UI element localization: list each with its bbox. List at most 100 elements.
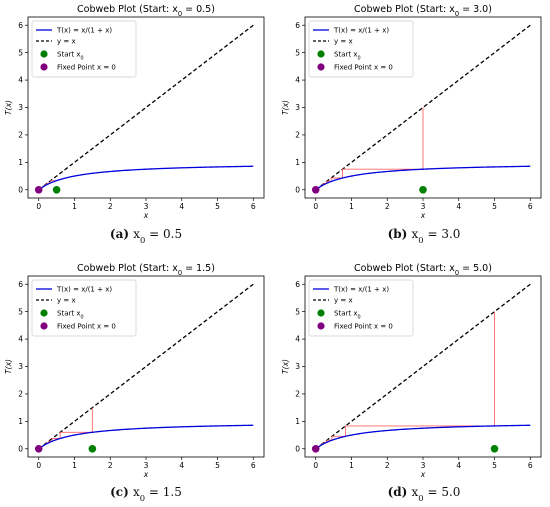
series-line-map: [38, 165, 254, 191]
legend-swatch-fixed: [317, 63, 325, 71]
legend: T(x) = x/(1 + x) y = x Start x0 Fixed Point…: [308, 279, 414, 337]
x-tick-label: 3: [421, 461, 426, 470]
y-tick-label: 1: [18, 417, 23, 426]
legend: T(x) = x/(1 + x) y = x Start x0 Fixed Point…: [308, 20, 414, 78]
y-tick-label: 3: [295, 103, 300, 112]
y-tick-label: 2: [18, 390, 23, 399]
y-tick-label: 3: [18, 103, 23, 112]
legend-swatch-start: [40, 50, 48, 58]
legend-label: T(x) = x/(1 + x): [56, 286, 112, 294]
panel-caption: (c) x0 = 1.5: [110, 485, 182, 503]
cobweb-path: [321, 311, 495, 445]
x-tick-label: 6: [528, 461, 533, 470]
legend-label: y = x: [334, 297, 353, 305]
y-tick-label: 6: [18, 21, 23, 30]
y-tick-label: 2: [295, 390, 300, 399]
plot-area: [38, 283, 254, 450]
chart-panel-4: Cobweb Plot (Start: x0 = 5.0) 0 1 2 3 4 5 6 0 1 2 3…: [281, 263, 542, 503]
y-tick-label: 3: [18, 362, 23, 371]
x-tick-label: 0: [36, 461, 41, 470]
start-point-marker: [419, 185, 427, 194]
y-tick-label: 2: [18, 131, 23, 140]
y-tick-label: 6: [295, 280, 300, 289]
legend-swatch-start: [317, 50, 325, 58]
legend: T(x) = x/(1 + x) y = x Start x0 Fixed Point…: [31, 279, 137, 337]
legend-label: Start x0: [334, 51, 361, 62]
x-tick-label: 3: [421, 202, 426, 211]
y-tick-label: 0: [295, 185, 300, 194]
x-tick-label: 3: [144, 202, 149, 211]
legend-label: T(x) = x/(1 + x): [333, 286, 389, 294]
series-line-map: [315, 165, 531, 191]
x-tick-label: 4: [179, 202, 184, 211]
legend-label: Fixed Point x = 0: [334, 323, 393, 331]
x-axis-label: x: [143, 211, 149, 220]
x-axis-label: x: [143, 470, 149, 479]
y-tick-label: 0: [295, 444, 300, 453]
legend-box: [31, 279, 137, 337]
legend-label: Fixed Point x = 0: [57, 323, 116, 331]
y-tick-label: 1: [295, 417, 300, 426]
x-axis-label: x: [420, 211, 426, 220]
chart-panel-1: Cobweb Plot (Start: x0 = 0.5) 0 1 2 3 4 5 6 0 1 2 3…: [4, 4, 265, 245]
legend-label: Start x0: [334, 310, 361, 321]
legend-label: T(x) = x/(1 + x): [333, 27, 389, 35]
y-tick-label: 6: [295, 21, 300, 30]
fixed-point-marker: [311, 444, 320, 453]
y-axis-label: T(x): [281, 100, 290, 115]
x-tick-label: 1: [72, 461, 77, 470]
x-tick-label: 2: [108, 202, 113, 211]
y-tick-label: 6: [18, 280, 23, 289]
x-tick-label: 4: [456, 461, 461, 470]
legend-box: [308, 20, 414, 78]
y-tick-label: 5: [295, 307, 300, 316]
series-line-map: [38, 424, 254, 450]
y-tick-label: 2: [295, 131, 300, 140]
y-tick-label: 5: [18, 48, 23, 57]
legend-label: y = x: [57, 38, 76, 46]
y-axis-label: T(x): [281, 359, 290, 374]
cobweb-path: [321, 107, 424, 186]
x-tick-label: 6: [528, 202, 533, 211]
legend-swatch-start: [40, 309, 48, 317]
legend-label: y = x: [57, 297, 76, 305]
x-tick-label: 2: [385, 461, 390, 470]
y-tick-label: 4: [18, 335, 23, 344]
fixed-point-marker: [311, 185, 320, 194]
y-tick-label: 4: [18, 76, 23, 85]
legend-label: T(x) = x/(1 + x): [56, 27, 112, 35]
x-tick-label: 4: [456, 202, 461, 211]
fixed-point-marker: [34, 185, 43, 194]
legend-label: Fixed Point x = 0: [334, 64, 393, 72]
y-axis-label: T(x): [4, 100, 13, 115]
x-axis-label: x: [420, 470, 426, 479]
x-tick-label: 6: [251, 202, 256, 211]
legend-swatch-start: [317, 309, 325, 317]
fixed-point-marker: [34, 444, 43, 453]
chart-title: Cobweb Plot (Start: x0 = 3.0): [354, 4, 492, 18]
x-tick-label: 5: [492, 202, 497, 211]
legend-label: Start x0: [57, 310, 84, 321]
plot-area: [38, 24, 254, 191]
x-tick-label: 3: [144, 461, 149, 470]
y-tick-label: 0: [18, 185, 23, 194]
x-tick-label: 5: [492, 461, 497, 470]
x-tick-label: 5: [215, 461, 220, 470]
x-tick-label: 4: [179, 461, 184, 470]
legend-label: y = x: [334, 38, 353, 46]
start-point-marker: [52, 185, 61, 194]
y-tick-label: 0: [18, 444, 23, 453]
x-tick-label: 5: [215, 202, 220, 211]
x-tick-label: 1: [72, 202, 77, 211]
y-tick-label: 3: [295, 362, 300, 371]
legend-label: Start x0: [57, 51, 84, 62]
y-tick-label: 4: [295, 335, 300, 344]
x-tick-label: 6: [251, 461, 256, 470]
x-tick-label: 0: [313, 202, 318, 211]
legend-swatch-fixed: [317, 322, 325, 330]
series-line-map: [315, 424, 531, 450]
x-tick-label: 0: [36, 202, 41, 211]
legend: T(x) = x/(1 + x) y = x Start x0 Fixed Point…: [31, 20, 137, 78]
plot-area: [315, 24, 531, 191]
